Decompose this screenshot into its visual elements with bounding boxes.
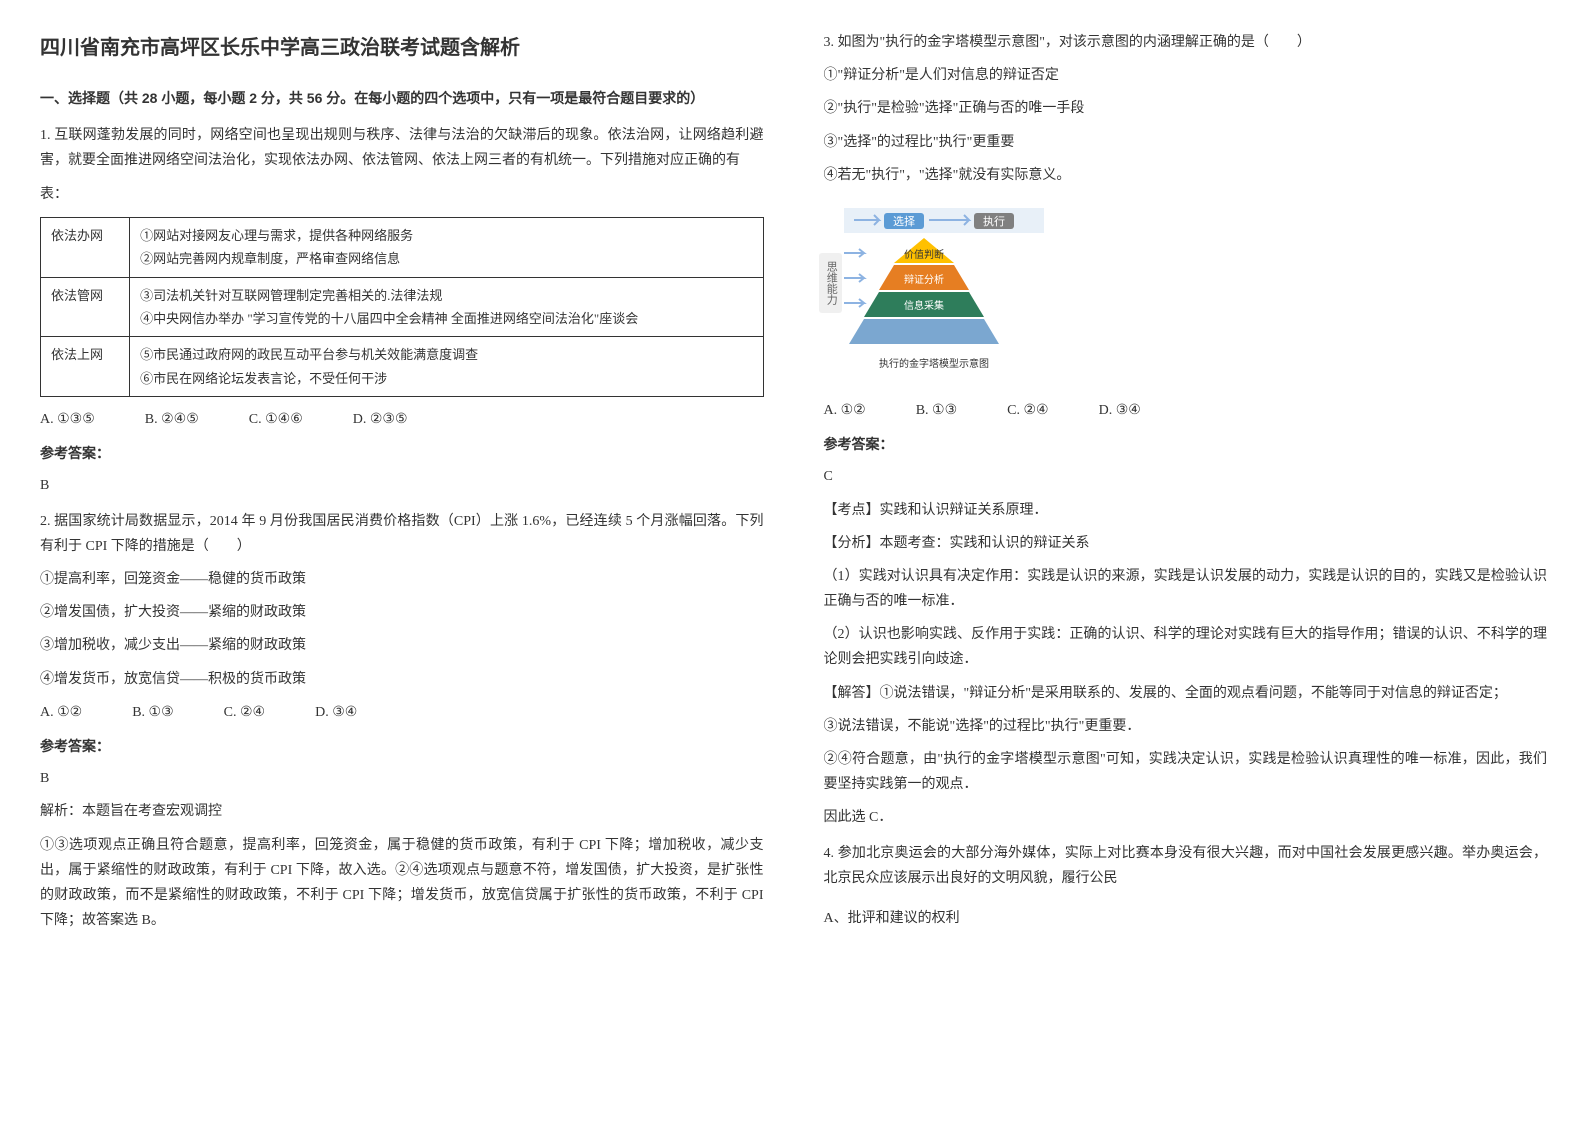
analysis-line: 【考点】实践和认识辩证关系原理． (824, 498, 1548, 523)
q2-options: A. ①② B. ①③ C. ②④ D. ③④ (40, 700, 764, 725)
q1-table-label: 表： (40, 182, 764, 207)
option: C. ①④⑥ (249, 407, 303, 432)
q1-table: 依法办网①网站对接网友心理与需求，提供各种网络服务②网站完善网内规章制度，严格审… (40, 217, 764, 397)
q1-answer: B (40, 473, 764, 498)
page-title: 四川省南充市高坪区长乐中学高三政治联考试题含解析 (40, 30, 764, 66)
q2-answer: B (40, 766, 764, 791)
table-cell: 依法上网 (41, 337, 130, 397)
list-item: ③增加税收，减少支出——紧缩的财政政策 (40, 633, 764, 658)
analysis-line: 因此选 C． (824, 805, 1548, 830)
analysis-line: ①③选项观点正确且符合题意，提高利率，回笼资金，属于稳健的货币政策，有利于 CP… (40, 833, 764, 934)
q1-options: A. ①③⑤ B. ②④⑤ C. ①④⑥ D. ②③⑤ (40, 407, 764, 432)
analysis-line: （1）实践对认识具有决定作用：实践是认识的来源，实践是认识发展的动力，实践是认识… (824, 564, 1548, 614)
q3-answer: C (824, 464, 1548, 489)
option: D. ②③⑤ (353, 407, 408, 432)
question-4: 4. 参加北京奥运会的大部分海外媒体，实际上对比赛本身没有很大兴趣，而对中国社会… (824, 841, 1548, 932)
arrow-icon (844, 274, 864, 282)
q1-text: 1. 互联网蓬勃发展的同时，网络空间也呈现出规则与秩序、法律与法治的欠缺滞后的现… (40, 123, 764, 173)
analysis-line: 解析：本题旨在考查宏观调控 (40, 799, 764, 824)
option: B. ①③ (916, 398, 957, 423)
pyramid-level-2-text: 辩证分析 (904, 273, 944, 286)
list-item: ④增发货币，放宽信贷——积极的货币政策 (40, 667, 764, 692)
arrow-icon (844, 299, 864, 307)
q2-text: 2. 据国家统计局数据显示，2014 年 9 月份我国居民消费价格指数（CPI）… (40, 509, 764, 559)
q3-analysis: 【考点】实践和认识辩证关系原理． 【分析】本题考查：实践和认识的辩证关系 （1）实践… (824, 498, 1548, 831)
option: A. ①② (824, 398, 866, 423)
analysis-line: ②④符合题意，由"执行的金字塔模型示意图"可知，实践决定认识，实践是检验认识真理… (824, 747, 1548, 797)
table-row: 依法上网⑤市民通过政府网的政民互动平台参与机关效能满意度调查⑥市民在网络论坛发表… (41, 337, 764, 397)
option: B. ②④⑤ (145, 407, 199, 432)
option: C. ②④ (224, 700, 265, 725)
pyramid-caption: 执行的金字塔模型示意图 (879, 357, 989, 370)
table-cell: 依法办网 (41, 217, 130, 277)
q3-answer-label: 参考答案： (824, 433, 1548, 458)
analysis-line: 【分析】本题考查：实践和认识的辩证关系 (824, 531, 1548, 556)
list-item: ①提高利率，回笼资金——稳健的货币政策 (40, 567, 764, 592)
q4-option-a: A、批评和建议的权利 (824, 906, 1548, 931)
q3-text: 3. 如图为"执行的金字塔模型示意图"，对该示意图的内涵理解正确的是（ ） (824, 30, 1548, 55)
table-cell: 依法管网 (41, 277, 130, 337)
pyramid-level-4 (849, 319, 999, 344)
q3-options: A. ①② B. ①③ C. ②④ D. ③④ (824, 398, 1548, 423)
list-item: ②增发国债，扩大投资——紧缩的财政政策 (40, 600, 764, 625)
option: B. ①③ (132, 700, 173, 725)
pyramid-diagram: 思维能力 选择 执行 价值判断 辩证分析 信息 (824, 203, 1064, 383)
option: D. ③④ (315, 700, 357, 725)
table-cell: ⑤市民通过政府网的政民互动平台参与机关效能满意度调查⑥市民在网络论坛发表言论，不… (130, 337, 763, 397)
analysis-line: （2）认识也影响实践、反作用于实践：正确的认识、科学的理论对实践有巨大的指导作用… (824, 622, 1548, 672)
option: A. ①③⑤ (40, 407, 95, 432)
arrow-icon (844, 249, 864, 257)
option: D. ③④ (1099, 398, 1141, 423)
table-row: 依法管网③司法机关针对互联网管理制定完善相关的.法律法规④中央网信办举办 "学习… (41, 277, 764, 337)
pyramid-side-label: 思维能力 (819, 253, 843, 313)
list-item: ④若无"执行"，"选择"就没有实际意义。 (824, 163, 1548, 188)
q2-answer-label: 参考答案： (40, 735, 764, 760)
q4-text: 4. 参加北京奥运会的大部分海外媒体，实际上对比赛本身没有很大兴趣，而对中国社会… (824, 841, 1548, 891)
option: A. ①② (40, 700, 82, 725)
list-item: ②"执行"是检验"选择"正确与否的唯一手段 (824, 96, 1548, 121)
analysis-line: ③说法错误，不能说"选择"的过程比"执行"更重要． (824, 714, 1548, 739)
q2-analysis: 解析：本题旨在考查宏观调控 ①③选项观点正确且符合题意，提高利率，回笼资金，属于稳… (40, 799, 764, 933)
list-item: ③"选择"的过程比"执行"更重要 (824, 130, 1548, 155)
q1-answer-label: 参考答案： (40, 442, 764, 467)
list-item: ①"辩证分析"是人们对信息的辩证否定 (824, 63, 1548, 88)
pyramid-level-3-text: 信息采集 (904, 299, 944, 312)
pyramid-svg: 选择 执行 价值判断 辩证分析 信息采集 执行的金字塔模型示意图 (824, 203, 1064, 383)
question-1: 1. 互联网蓬勃发展的同时，网络空间也呈现出规则与秩序、法律与法治的欠缺滞后的现… (40, 123, 764, 498)
table-cell: ③司法机关针对互联网管理制定完善相关的.法律法规④中央网信办举办 "学习宣传党的… (130, 277, 763, 337)
analysis-line: 【解答】①说法错误，"辩证分析"是采用联系的、发展的、全面的观点看问题，不能等同… (824, 681, 1548, 706)
section-header: 一、选择题（共 28 小题，每小题 2 分，共 56 分。在每小题的四个选项中，… (40, 86, 764, 111)
option: C. ②④ (1007, 398, 1048, 423)
pyramid-top-label-1: 选择 (893, 214, 915, 228)
pyramid-level-1-text: 价值判断 (904, 248, 944, 261)
pyramid-top-label-2: 执行 (983, 214, 1005, 228)
question-2: 2. 据国家统计局数据显示，2014 年 9 月份我国居民消费价格指数（CPI）… (40, 509, 764, 934)
table-row: 依法办网①网站对接网友心理与需求，提供各种网络服务②网站完善网内规章制度，严格审… (41, 217, 764, 277)
question-3: 3. 如图为"执行的金字塔模型示意图"，对该示意图的内涵理解正确的是（ ） ①"… (824, 30, 1548, 831)
table-cell: ①网站对接网友心理与需求，提供各种网络服务②网站完善网内规章制度，严格审查网络信… (130, 217, 763, 277)
